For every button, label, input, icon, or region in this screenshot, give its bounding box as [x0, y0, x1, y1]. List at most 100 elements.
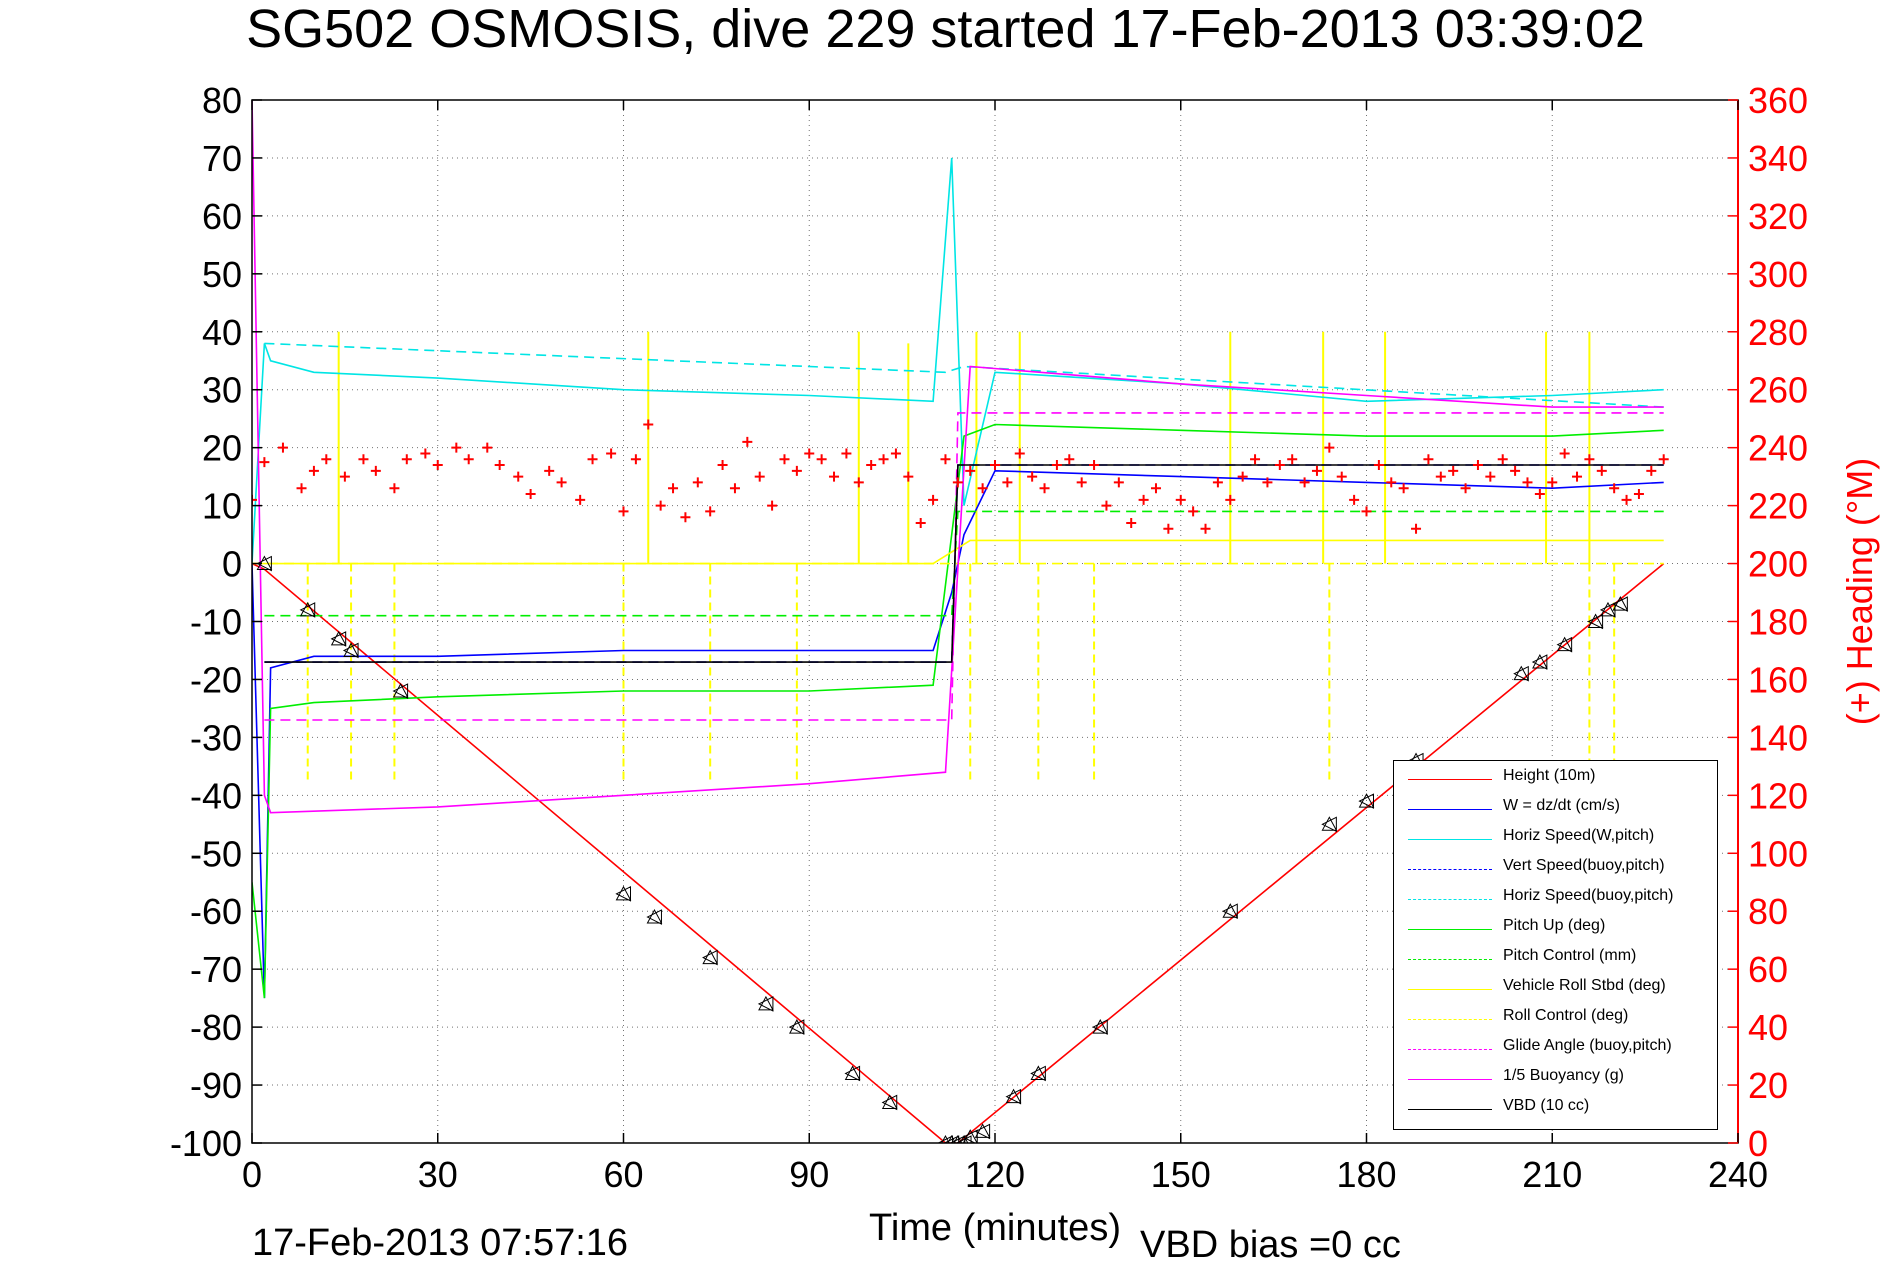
heading-point — [742, 436, 753, 447]
heading-point — [1485, 471, 1496, 482]
x-tick-label: 180 — [1336, 1154, 1396, 1195]
sample-marker — [615, 885, 632, 902]
y2-tick-label: 340 — [1748, 138, 1808, 179]
heading-point — [358, 454, 369, 465]
heading-point — [1212, 477, 1223, 488]
heading-point — [1002, 477, 1013, 488]
sample-marker — [1612, 596, 1629, 612]
legend-label: Vert Speed(buoy,pitch) — [1503, 857, 1665, 874]
heading-point — [952, 477, 963, 488]
legend-swatch — [1408, 839, 1492, 840]
heading-point — [1572, 471, 1583, 482]
heading-point — [841, 448, 852, 459]
x-tick-label: 90 — [789, 1154, 829, 1195]
heading-point — [432, 460, 443, 471]
y2-tick-label: 240 — [1748, 428, 1808, 469]
heading-point — [878, 454, 889, 465]
legend-item: Horiz Speed(buoy,pitch) — [1394, 885, 1717, 913]
footer-vbd-bias: VBD bias =0 cc — [1140, 1224, 1401, 1266]
heading-point — [1584, 454, 1595, 465]
y2-tick-label: 280 — [1748, 312, 1808, 353]
sample-marker — [844, 1065, 861, 1082]
y-tick-label: -60 — [190, 891, 242, 932]
legend-swatch — [1408, 899, 1492, 900]
heading-point — [1633, 489, 1644, 500]
heading-point — [643, 419, 654, 430]
heading-point — [321, 454, 332, 465]
heading-point — [420, 448, 431, 459]
heading-point — [252, 494, 257, 505]
x-tick-label: 60 — [603, 1154, 643, 1195]
legend-label: Horiz Speed(W,pitch) — [1503, 827, 1655, 844]
legend-label: Vehicle Roll Stbd (deg) — [1503, 977, 1666, 994]
heading-point — [1497, 454, 1508, 465]
heading-point — [308, 465, 319, 476]
heading-point — [1534, 489, 1545, 500]
legend-item: VBD (10 cc) — [1394, 1095, 1717, 1123]
heading-point — [544, 465, 555, 476]
y2-tick-label: 140 — [1748, 717, 1808, 758]
sample-marker — [330, 630, 347, 647]
legend-swatch — [1408, 779, 1492, 780]
legend-label: Pitch Control (mm) — [1503, 947, 1637, 964]
heading-point — [1150, 483, 1161, 494]
heading-point — [816, 454, 827, 465]
y-tick-label: -100 — [170, 1123, 242, 1164]
heading-point — [1163, 523, 1174, 534]
legend-item: W = dz/dt (cm/s) — [1394, 795, 1717, 823]
legend-swatch — [1408, 929, 1492, 930]
sample-marker — [1358, 793, 1375, 809]
x-tick-label: 30 — [418, 1154, 458, 1195]
y2-tick-label: 320 — [1748, 196, 1808, 237]
heading-point — [1547, 477, 1558, 488]
heading-point — [1138, 494, 1149, 505]
heading-point — [1311, 465, 1322, 476]
heading-point — [1188, 506, 1199, 517]
series-line-10 — [252, 100, 1664, 814]
heading-point — [1423, 454, 1434, 465]
heading-point — [1435, 471, 1446, 482]
sample-marker — [702, 949, 719, 966]
series-line-5 — [252, 423, 1664, 999]
y-tick-label: 60 — [202, 196, 242, 237]
heading-point — [1460, 483, 1471, 494]
sample-marker — [1556, 636, 1573, 653]
x-tick-label: 150 — [1151, 1154, 1211, 1195]
heading-point — [1398, 483, 1409, 494]
heading-point — [451, 442, 462, 453]
x-tick-label: 240 — [1708, 1154, 1768, 1195]
y-tick-label: -20 — [190, 659, 242, 700]
y2-tick-label: 360 — [1748, 80, 1808, 121]
heading-point — [1448, 465, 1459, 476]
heading-point — [575, 494, 586, 505]
heading-point — [866, 460, 877, 471]
series-line-11 — [264, 464, 1664, 663]
y-tick-label: 70 — [202, 138, 242, 179]
y2-tick-label: 300 — [1748, 254, 1808, 295]
heading-point — [1646, 465, 1657, 476]
heading-point — [370, 465, 381, 476]
heading-point — [1621, 494, 1632, 505]
heading-point — [1064, 454, 1075, 465]
heading-point — [587, 454, 598, 465]
y2-tick-label: 220 — [1748, 486, 1808, 527]
x-tick-label: 0 — [242, 1154, 262, 1195]
heading-point — [1287, 454, 1298, 465]
y2-axis-label: (+) Heading (°M) — [1839, 458, 1880, 725]
heading-point — [705, 506, 716, 517]
legend-label: Height (10m) — [1503, 767, 1596, 784]
heading-point — [767, 500, 778, 511]
legend-item: Roll Control (deg) — [1394, 1005, 1717, 1033]
heading-point — [1336, 471, 1347, 482]
heading-point — [1386, 477, 1397, 488]
heading-point — [401, 454, 412, 465]
y2-tick-label: 260 — [1748, 370, 1808, 411]
heading-point — [1027, 471, 1038, 482]
sample-marker — [342, 642, 359, 659]
legend-swatch — [1408, 1049, 1492, 1050]
legend-label: Horiz Speed(buoy,pitch) — [1503, 887, 1674, 904]
heading-point — [1658, 454, 1669, 465]
heading-point — [1039, 483, 1050, 494]
legend-label: Roll Control (deg) — [1503, 1007, 1629, 1024]
heading-point — [965, 465, 976, 476]
